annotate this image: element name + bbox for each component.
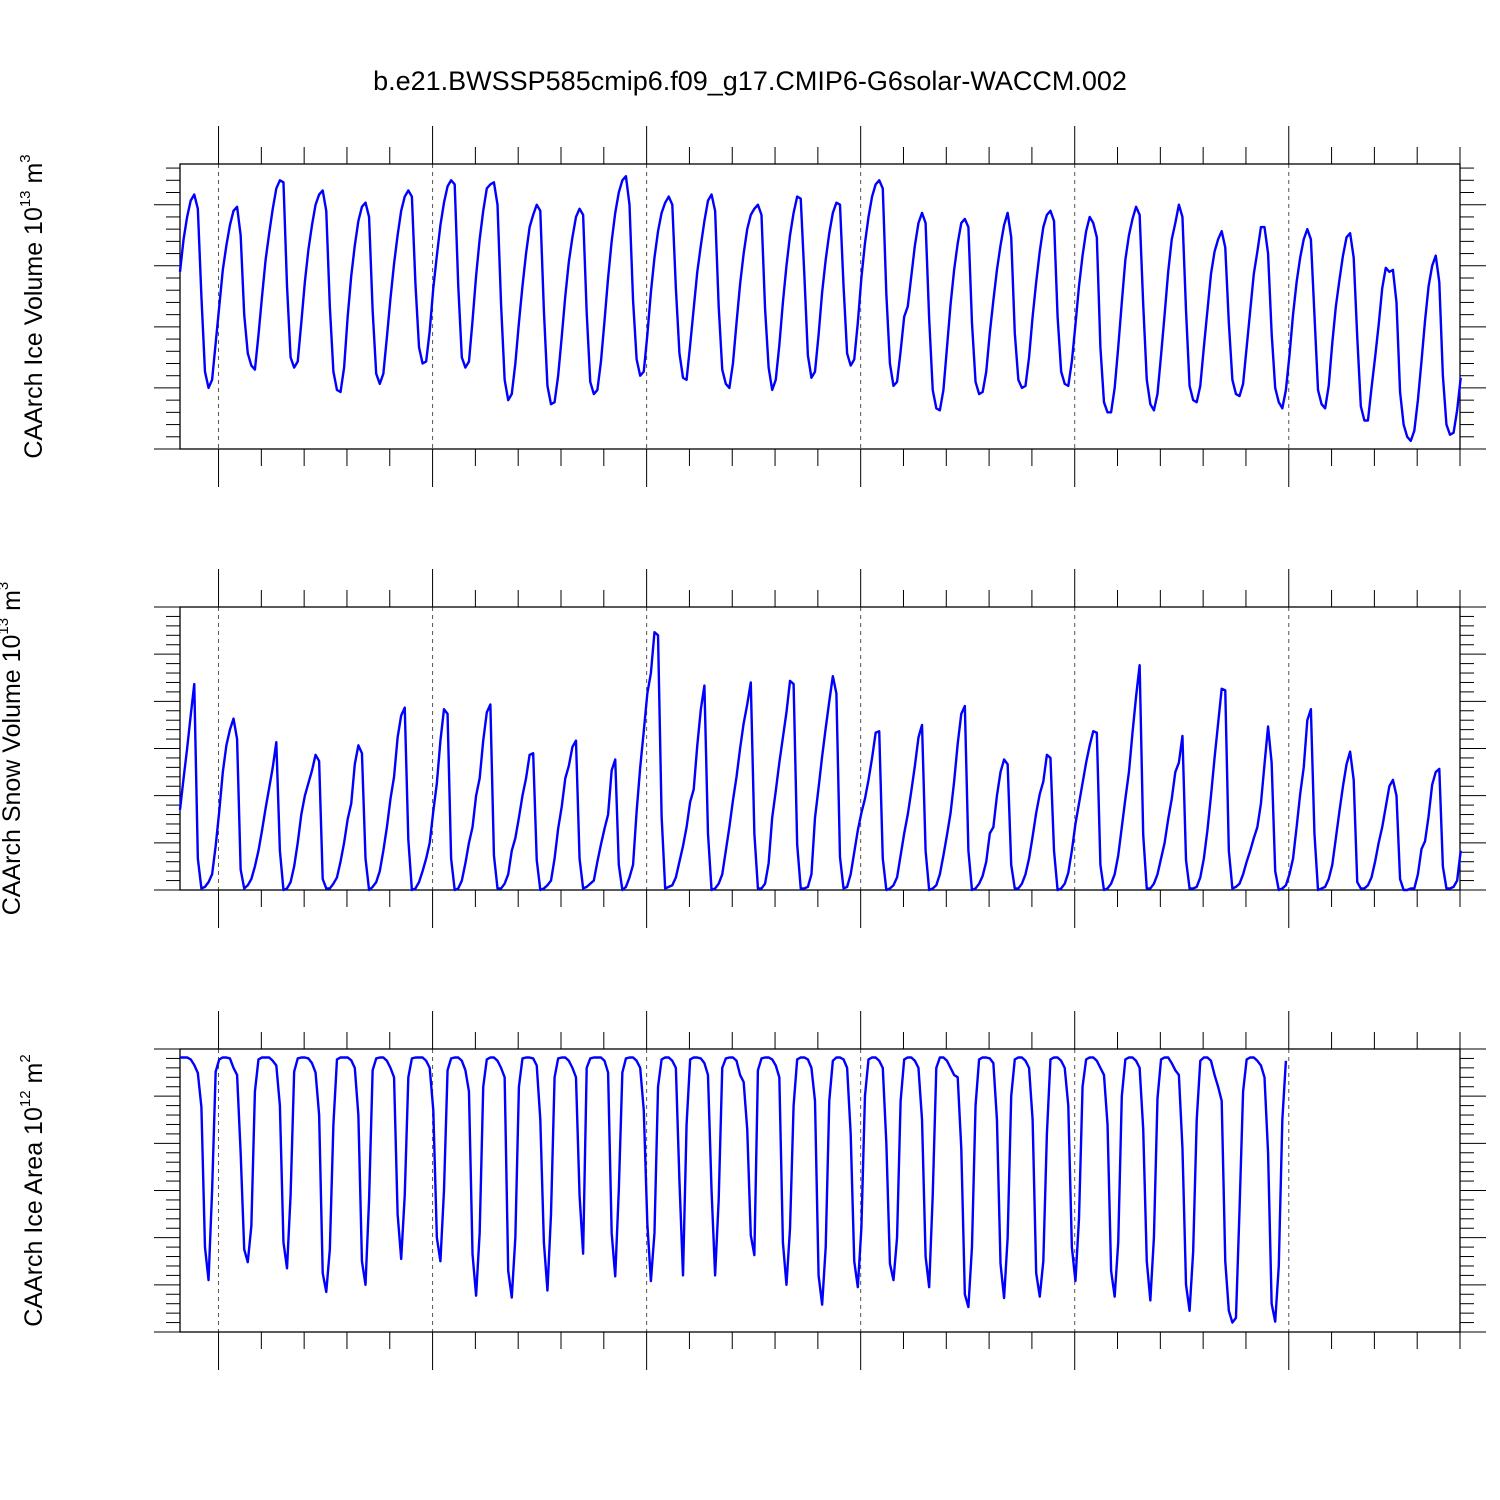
y-axis-label: CAArch Ice Volume 1013 m3: [17, 154, 48, 458]
y-axis-label: CAArch Snow Volume 1013 m3: [0, 582, 26, 916]
chart-panel-1: CAArch Ice Volume 1013 m3: [17, 126, 1486, 487]
y-axis-label-exponent: 13: [0, 618, 12, 635]
chart-panel-3: CAArch Ice Area 1012 m2: [17, 1011, 1486, 1370]
series-line: [178, 175, 1462, 443]
series-line: [178, 630, 1462, 892]
series-line: [180, 1056, 1288, 1324]
y-axis-label: CAArch Ice Area 1012 m2: [17, 1054, 48, 1326]
y-axis-label-unit: m: [0, 590, 26, 618]
y-axis-label-unit-exponent: 2: [17, 1054, 34, 1062]
y-axis-label-text: CAArch Snow Volume 10: [0, 635, 26, 916]
y-axis-label-exponent: 12: [17, 1090, 34, 1107]
y-axis-label-unit: m: [20, 163, 48, 191]
figure-title: b.e21.BWSSP585cmip6.f09_g17.CMIP6-G6sola…: [373, 66, 1127, 96]
y-axis-label-unit: m: [20, 1063, 48, 1091]
chart-panel-2: CAArch Snow Volume 1013 m3: [0, 569, 1486, 928]
y-axis-label-unit-exponent: 3: [0, 582, 12, 590]
y-axis-label-exponent: 13: [17, 190, 34, 207]
y-axis-label-unit-exponent: 3: [17, 154, 34, 162]
plot-frame: [179, 606, 1461, 891]
y-axis-label-text: CAArch Ice Volume 10: [20, 207, 48, 459]
plot-frame: [179, 163, 1461, 450]
y-axis-label-text: CAArch Ice Area 10: [20, 1107, 48, 1327]
